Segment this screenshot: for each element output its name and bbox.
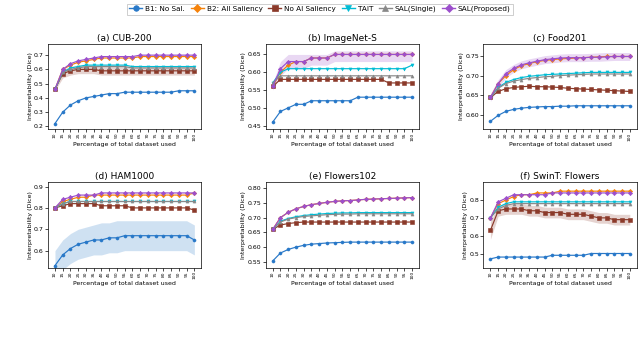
Y-axis label: Interpretability (Dice): Interpretability (Dice) bbox=[28, 52, 33, 120]
Y-axis label: Interpretability (Dice): Interpretability (Dice) bbox=[459, 52, 464, 120]
X-axis label: Percentage of total dataset used: Percentage of total dataset used bbox=[73, 281, 176, 286]
Title: (f) SwinT: Flowers: (f) SwinT: Flowers bbox=[520, 173, 600, 182]
Legend: B1: No Sal., B2: All Saliency, No AI Saliency, TAIT, SAL(Single), SAL(Proposed): B1: No Sal., B2: All Saliency, No AI Sal… bbox=[127, 4, 513, 14]
Y-axis label: Interpretability (Dice): Interpretability (Dice) bbox=[28, 191, 33, 259]
Y-axis label: Interpretability (Dice): Interpretability (Dice) bbox=[241, 191, 246, 259]
Y-axis label: Interpretability (Dice): Interpretability (Dice) bbox=[463, 191, 468, 259]
Title: (a) CUB-200: (a) CUB-200 bbox=[97, 34, 152, 43]
X-axis label: Percentage of total dataset used: Percentage of total dataset used bbox=[73, 142, 176, 147]
X-axis label: Percentage of total dataset used: Percentage of total dataset used bbox=[509, 142, 612, 147]
Y-axis label: Interpretability (Dice): Interpretability (Dice) bbox=[241, 52, 246, 120]
Title: (d) HAM1000: (d) HAM1000 bbox=[95, 173, 154, 182]
X-axis label: Percentage of total dataset used: Percentage of total dataset used bbox=[291, 142, 394, 147]
Title: (e) Flowers102: (e) Flowers102 bbox=[308, 173, 376, 182]
X-axis label: Percentage of total dataset used: Percentage of total dataset used bbox=[291, 281, 394, 286]
Title: (c) Food201: (c) Food201 bbox=[533, 34, 587, 43]
Title: (b) ImageNet-S: (b) ImageNet-S bbox=[308, 34, 377, 43]
X-axis label: Percentage of total dataset used: Percentage of total dataset used bbox=[509, 281, 612, 286]
